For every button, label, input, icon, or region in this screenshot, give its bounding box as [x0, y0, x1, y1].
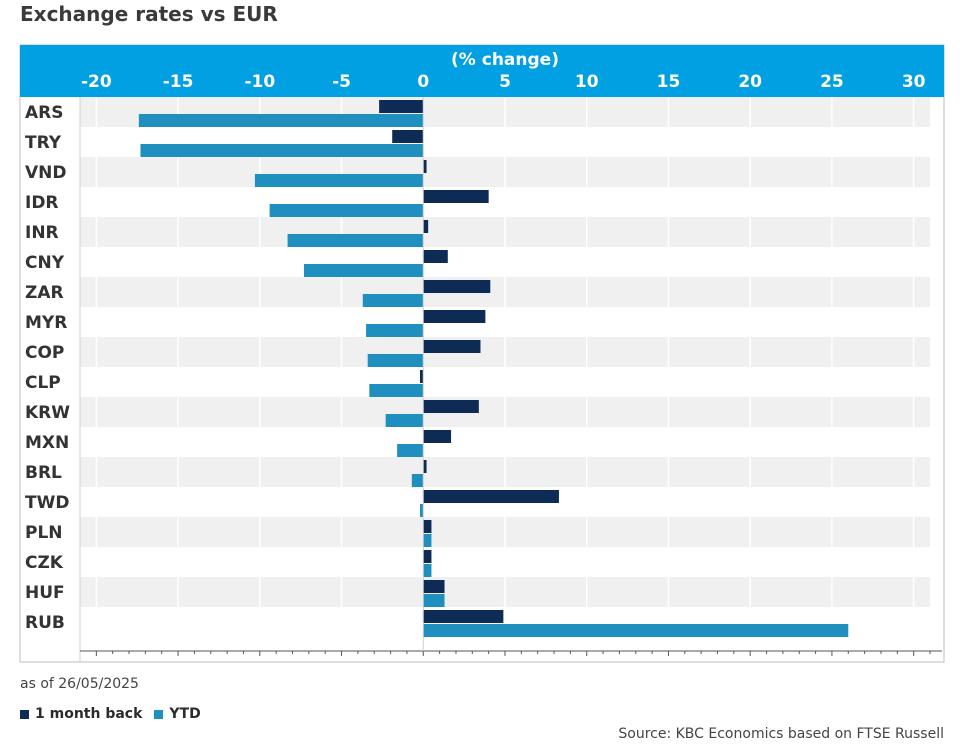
- x-tick-label: -15: [163, 72, 194, 92]
- category-label: MXN: [25, 433, 69, 453]
- bar-month-huf: [423, 580, 445, 593]
- bar-month-inr: [423, 220, 429, 233]
- bar-month-pln: [423, 520, 432, 533]
- bar-ytd-vnd: [254, 174, 424, 187]
- bar-ytd-ars: [138, 114, 424, 127]
- bar-month-brl: [423, 460, 427, 473]
- bar-month-idr: [423, 190, 489, 203]
- bar-month-rub: [423, 610, 504, 623]
- bar-month-try: [392, 130, 424, 143]
- bar-month-myr: [423, 310, 486, 323]
- legend-swatch-1-month-back: [20, 709, 29, 719]
- bar-ytd-rub: [423, 624, 849, 637]
- x-tick-label: 15: [657, 72, 681, 92]
- chart-header-band: [20, 45, 944, 97]
- bar-month-cop: [423, 340, 481, 353]
- bar-ytd-inr: [287, 234, 424, 247]
- bar-ytd-zar: [362, 294, 424, 307]
- bar-month-krw: [423, 400, 479, 413]
- x-tick-label: -5: [332, 72, 351, 92]
- category-label: ARS: [25, 103, 64, 123]
- bar-ytd-brl: [411, 474, 424, 487]
- category-label: HUF: [25, 583, 65, 603]
- category-label: CNY: [25, 253, 65, 273]
- bar-ytd-clp: [369, 384, 424, 397]
- bar-month-vnd: [423, 160, 427, 173]
- x-tick-label: 10: [575, 72, 599, 92]
- legend-label-ytd: YTD: [169, 706, 201, 722]
- bar-ytd-huf: [423, 594, 445, 607]
- bar-ytd-cny: [303, 264, 424, 277]
- category-label: IDR: [25, 193, 59, 213]
- bar-ytd-pln: [423, 534, 432, 547]
- bar-month-mxn: [423, 430, 452, 443]
- bar-ytd-czk: [423, 564, 432, 577]
- legend: 1 month back YTD: [20, 706, 213, 722]
- legend-swatch-ytd: [154, 709, 164, 719]
- category-label: MYR: [25, 313, 67, 333]
- x-tick-label: -10: [244, 72, 275, 92]
- bar-ytd-idr: [269, 204, 424, 217]
- x-tick-label: 30: [902, 72, 926, 92]
- bar-month-cny: [423, 250, 448, 263]
- bar-ytd-cop: [367, 354, 424, 367]
- as-of-date: as of 26/05/2025: [20, 676, 139, 692]
- category-label: PLN: [25, 523, 63, 543]
- bar-ytd-mxn: [397, 444, 424, 457]
- x-tick-label: 5: [499, 72, 511, 92]
- category-label: ZAR: [25, 283, 64, 303]
- x-tick-label: 20: [738, 72, 762, 92]
- category-label: BRL: [25, 463, 62, 483]
- x-tick-label: -20: [81, 72, 112, 92]
- bar-month-czk: [423, 550, 432, 563]
- bar-ytd-try: [140, 144, 424, 157]
- x-tick-label: 0: [417, 72, 429, 92]
- legend-item-ytd: YTD: [154, 706, 201, 722]
- x-axis-title: (% change): [451, 50, 559, 70]
- category-label: CZK: [25, 553, 64, 573]
- bar-ytd-twd: [420, 504, 424, 517]
- category-label: TRY: [25, 133, 62, 153]
- bar-month-ars: [379, 100, 424, 113]
- legend-label-1-month-back: 1 month back: [35, 706, 143, 722]
- category-label: INR: [25, 223, 59, 243]
- category-label: COP: [25, 343, 64, 363]
- bar-month-clp: [420, 370, 424, 383]
- source-note: Source: KBC Economics based on FTSE Russ…: [618, 726, 944, 742]
- x-tick-label: 25: [820, 72, 844, 92]
- legend-item-1-month-back: 1 month back: [20, 706, 142, 722]
- bar-ytd-krw: [385, 414, 424, 427]
- category-label: CLP: [25, 373, 61, 393]
- category-label: TWD: [25, 493, 69, 513]
- bar-month-twd: [423, 490, 559, 503]
- category-label: VND: [25, 163, 67, 183]
- category-label: RUB: [25, 613, 65, 633]
- category-label: KRW: [25, 403, 70, 423]
- page-title: Exchange rates vs EUR: [20, 2, 278, 26]
- bar-month-zar: [423, 280, 491, 293]
- bar-ytd-myr: [366, 324, 424, 337]
